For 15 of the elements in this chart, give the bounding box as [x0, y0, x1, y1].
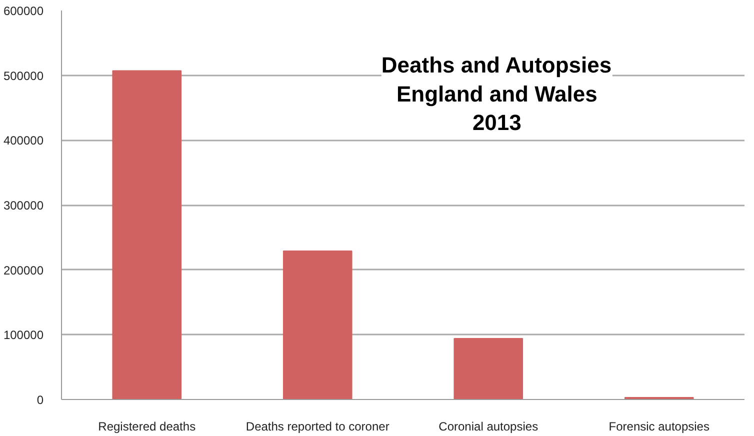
y-tick-label: 400000 [3, 134, 44, 148]
y-tick-label: 600000 [3, 4, 44, 18]
x-tick-label: Coronial autopsies [438, 420, 538, 434]
text: Deaths and Autopsies England and Wales 2013 [381, 52, 612, 136]
y-tick-label: 300000 [3, 198, 44, 212]
y-tick-label: 500000 [3, 68, 44, 83]
y-tick-label: 200000 [3, 263, 44, 278]
x-tick-label: Deaths reported to coroner [246, 420, 390, 434]
bar [112, 70, 182, 400]
y-tick-label: 100000 [3, 328, 44, 342]
bar [282, 250, 352, 400]
y-tick-label: 0 [36, 393, 44, 407]
x-tick-label: Forensic autopsies [608, 420, 710, 434]
x-tick-label: Registered deaths [98, 420, 196, 434]
bar [454, 338, 524, 400]
